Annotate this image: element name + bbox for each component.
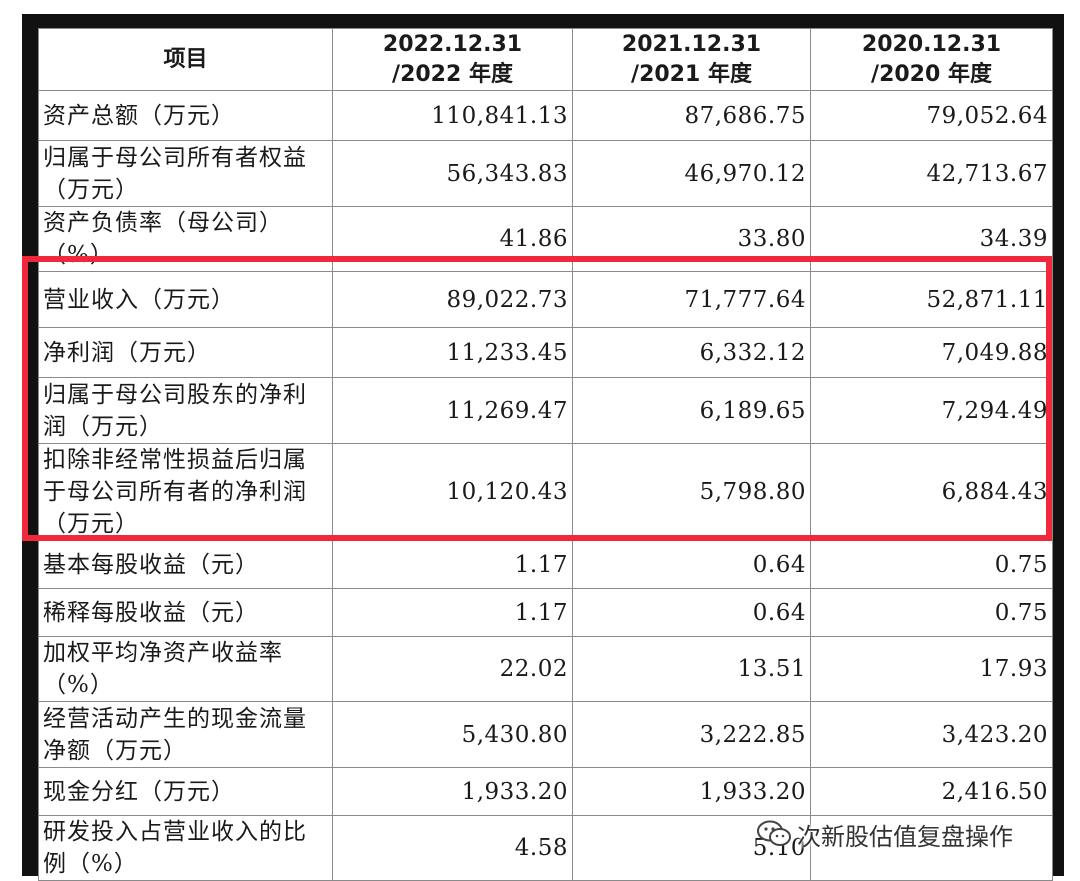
value-cell: 6,189.65 — [572, 377, 811, 444]
value-cell: 33.80 — [572, 206, 811, 272]
row-label: 加权平均净资产收益率（%） — [38, 636, 333, 702]
table-row: 资产负债率（母公司）（%） 41.86 33.80 34.39 — [38, 206, 1053, 272]
value-cell: 89,022.73 — [332, 271, 573, 328]
value-cell: 5,798.80 — [572, 443, 811, 541]
value-cell: 46,970.12 — [572, 140, 811, 207]
header-2020: 2020.12.31 /2020 年度 — [810, 28, 1053, 91]
table-row: 归属于母公司股东的净利 润（万元） 11,269.47 6,189.65 7,294.4… — [38, 377, 1053, 444]
table-row: 现金分红（万元） 1,933.20 1,933.20 2,416.50 — [38, 767, 1053, 816]
value-cell: 79,052.64 — [810, 90, 1053, 141]
table-row: 资产总额（万元） 110,841.13 87,686.75 79,052.64 — [38, 90, 1053, 141]
value-cell: 41.86 — [332, 206, 573, 272]
value-cell: 34.39 — [810, 206, 1053, 272]
value-cell: 1.17 — [332, 588, 573, 637]
table-row: 稀释每股收益（元） 1.17 0.64 0.75 — [38, 588, 1053, 637]
value-cell: 6,332.12 — [572, 327, 811, 378]
header-row: 项目 2022.12.31 /2022 年度 2021.12.31 /2021 … — [38, 28, 1053, 91]
table-row: 经营活动产生的现金流量 净额（万元） 5,430.80 3,222.85 3,423.2… — [38, 701, 1053, 768]
value-cell: 0.64 — [572, 588, 811, 637]
header-2021: 2021.12.31 /2021 年度 — [572, 28, 811, 91]
value-cell: 42,713.67 — [810, 140, 1053, 207]
row-label: 归属于母公司股东的净利 润（万元） — [38, 377, 333, 444]
value-cell: 11,269.47 — [332, 377, 573, 444]
value-cell: 3,222.85 — [572, 701, 811, 768]
value-cell: 10,120.43 — [332, 443, 573, 541]
value-cell — [810, 815, 1053, 881]
value-cell: 110,841.13 — [332, 90, 573, 141]
row-label: 归属于母公司所有者权益 （万元） — [38, 140, 333, 207]
value-cell: 0.75 — [810, 540, 1053, 589]
row-label: 稀释每股收益（元） — [38, 588, 333, 637]
wechat-icon — [757, 820, 791, 846]
financial-table: 项目 2022.12.31 /2022 年度 2021.12.31 /2021 … — [38, 28, 1053, 881]
value-cell: 5,430.80 — [332, 701, 573, 768]
value-cell: 3,423.20 — [810, 701, 1053, 768]
value-cell: 17.93 — [810, 636, 1053, 702]
value-cell: 22.02 — [332, 636, 573, 702]
row-label: 资产总额（万元） — [38, 90, 333, 141]
value-cell: 4.58 — [332, 815, 573, 881]
row-label: 净利润（万元） — [38, 327, 333, 378]
table-row: 基本每股收益（元） 1.17 0.64 0.75 — [38, 540, 1053, 589]
header-2022: 2022.12.31 /2022 年度 — [332, 28, 573, 91]
value-cell: 13.51 — [572, 636, 811, 702]
value-cell: 0.64 — [572, 540, 811, 589]
table-row: 扣除非经常性损益后归属 于母公司所有者的净利润 （万元） 10,120.43 5,798… — [38, 443, 1053, 541]
watermark-text: 次新股估值复盘操作 — [797, 822, 1013, 851]
row-label: 现金分红（万元） — [38, 767, 333, 816]
value-cell: 0.75 — [810, 588, 1053, 637]
header-item: 项目 — [38, 28, 333, 91]
value-cell: 2,416.50 — [810, 767, 1053, 816]
value-cell: 7,294.49 — [810, 377, 1053, 444]
table-row: 加权平均净资产收益率（%） 22.02 13.51 17.93 — [38, 636, 1053, 702]
row-label: 研发投入占营业收入的比 例（%） — [38, 815, 333, 881]
table-row: 净利润（万元） 11,233.45 6,332.12 7,049.88 — [38, 327, 1053, 378]
value-cell: 6,884.43 — [810, 443, 1053, 541]
row-label: 经营活动产生的现金流量 净额（万元） — [38, 701, 333, 768]
value-cell: 87,686.75 — [572, 90, 811, 141]
row-label: 资产负债率（母公司）（%） — [38, 206, 333, 272]
table-row: 营业收入（万元） 89,022.73 71,777.64 52,871.11 — [38, 271, 1053, 328]
row-label: 扣除非经常性损益后归属 于母公司所有者的净利润 （万元） — [38, 443, 333, 541]
document-frame: 项目 2022.12.31 /2022 年度 2021.12.31 /2021 … — [22, 14, 1064, 881]
value-cell: 56,343.83 — [332, 140, 573, 207]
value-cell: 7,049.88 — [810, 327, 1053, 378]
value-cell: 52,871.11 — [810, 271, 1053, 328]
value-cell: 11,233.45 — [332, 327, 573, 378]
row-label: 基本每股收益（元） — [38, 540, 333, 589]
value-cell: 71,777.64 — [572, 271, 811, 328]
value-cell: 1,933.20 — [572, 767, 811, 816]
value-cell: 1,933.20 — [332, 767, 573, 816]
value-cell: 1.17 — [332, 540, 573, 589]
row-label: 营业收入（万元） — [38, 271, 333, 328]
watermark: 次新股估值复盘操作 — [755, 812, 1055, 856]
table-row: 归属于母公司所有者权益 （万元） 56,343.83 46,970.12 42,713.… — [38, 140, 1053, 207]
